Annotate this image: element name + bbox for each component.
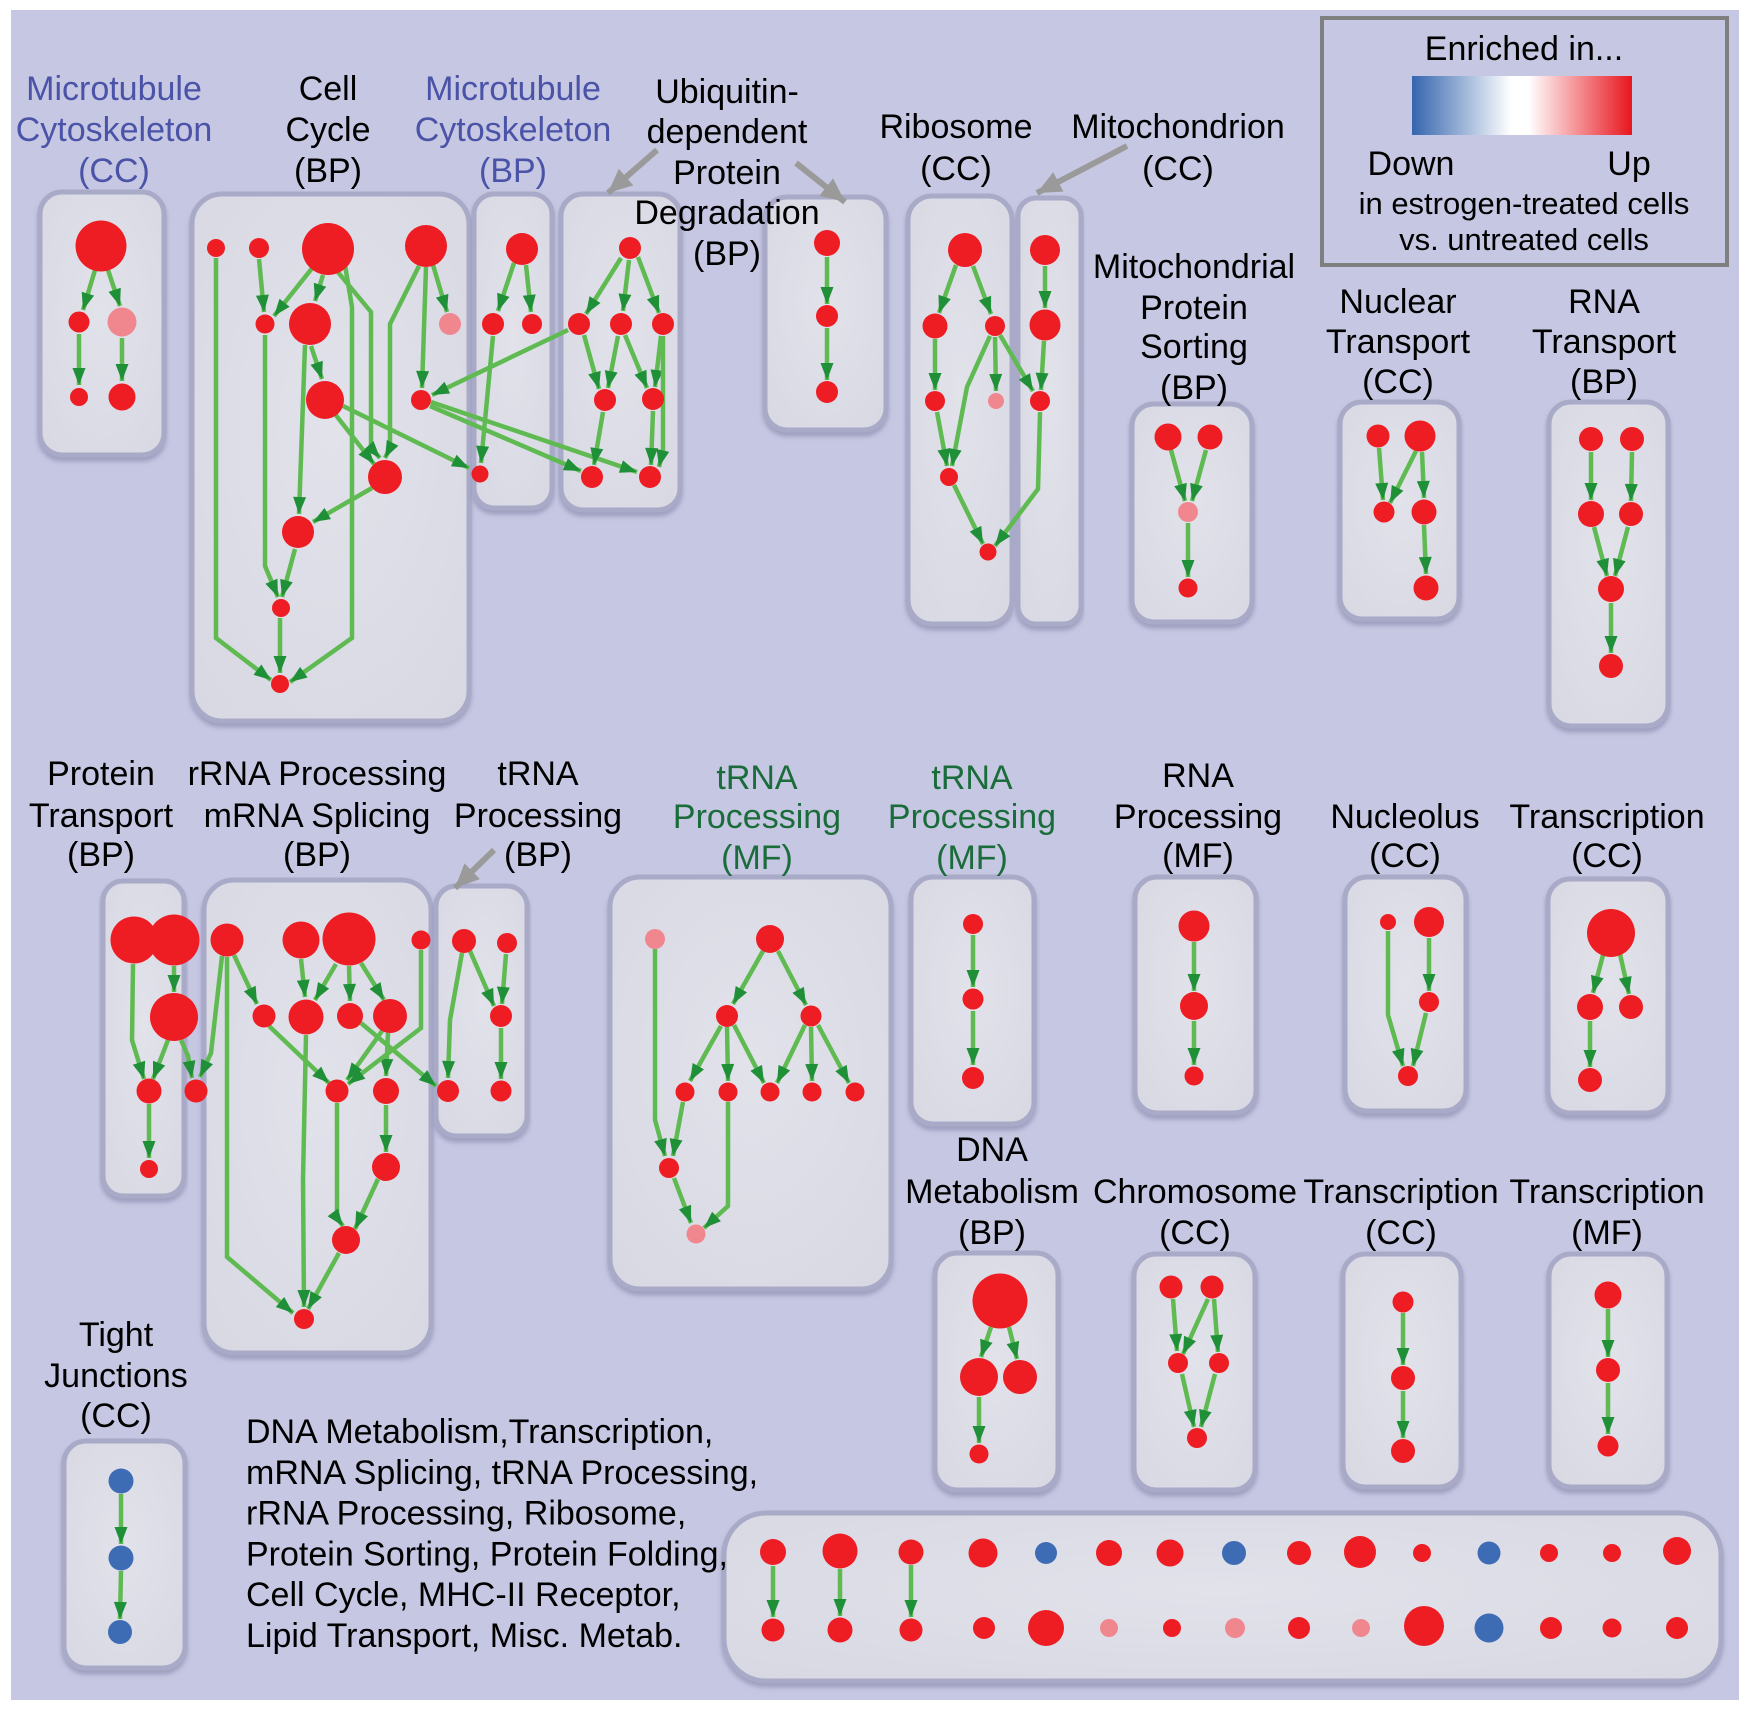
svg-text:Cycle: Cycle (285, 111, 370, 149)
svg-text:(MF): (MF) (721, 839, 793, 877)
svg-text:Transport: Transport (1532, 323, 1677, 361)
svg-text:Mitochondrial: Mitochondrial (1093, 248, 1295, 286)
svg-text:Ubiquitin-: Ubiquitin- (655, 73, 799, 111)
svg-text:Processing: Processing (454, 797, 622, 835)
svg-text:Enriched in...: Enriched in... (1425, 30, 1623, 68)
svg-text:(BP): (BP) (958, 1214, 1026, 1252)
svg-text:Nucleolus: Nucleolus (1330, 798, 1479, 836)
svg-text:Processing: Processing (1114, 798, 1282, 836)
svg-text:Sorting: Sorting (1140, 328, 1248, 366)
svg-text:mRNA Splicing, tRNA Processing: mRNA Splicing, tRNA Processing, (246, 1454, 758, 1492)
svg-text:Cytoskeleton: Cytoskeleton (16, 111, 213, 149)
svg-text:Protein: Protein (673, 154, 781, 192)
svg-text:tRNA: tRNA (716, 759, 798, 797)
svg-text:(CC): (CC) (1362, 363, 1434, 401)
svg-text:in estrogen-treated cells: in estrogen-treated cells (1359, 186, 1690, 221)
svg-text:DNA Metabolism,Transcription,: DNA Metabolism,Transcription, (246, 1413, 713, 1451)
svg-text:vs. untreated cells: vs. untreated cells (1399, 222, 1649, 257)
svg-text:(CC): (CC) (80, 1397, 152, 1435)
svg-text:Up: Up (1607, 145, 1650, 183)
svg-text:(BP): (BP) (283, 836, 351, 874)
svg-text:Degradation: Degradation (634, 194, 819, 232)
svg-text:rRNA Processing, Ribosome,: rRNA Processing, Ribosome, (246, 1495, 686, 1533)
svg-text:Cell: Cell (299, 70, 358, 108)
svg-text:(MF): (MF) (936, 839, 1008, 877)
svg-text:Protein: Protein (47, 755, 155, 793)
svg-text:(CC): (CC) (1159, 1214, 1231, 1252)
svg-text:(MF): (MF) (1571, 1214, 1643, 1252)
svg-text:(CC): (CC) (1369, 837, 1441, 875)
svg-text:(CC): (CC) (920, 150, 992, 188)
svg-text:rRNA Processing: rRNA Processing (188, 755, 447, 793)
svg-text:Cell Cycle, MHC-II Receptor,: Cell Cycle, MHC-II Receptor, (246, 1576, 681, 1614)
svg-text:Junctions: Junctions (44, 1357, 188, 1395)
svg-text:Metabolism: Metabolism (905, 1173, 1079, 1211)
svg-text:(BP): (BP) (67, 836, 135, 874)
svg-text:Transcription: Transcription (1509, 798, 1704, 836)
svg-text:Transport: Transport (1326, 323, 1471, 361)
svg-text:(CC): (CC) (1142, 150, 1214, 188)
svg-text:(CC): (CC) (78, 152, 150, 190)
svg-text:(MF): (MF) (1162, 837, 1234, 875)
svg-text:Ribosome: Ribosome (879, 108, 1032, 146)
svg-text:Protein: Protein (1140, 289, 1248, 327)
svg-text:(BP): (BP) (1160, 369, 1228, 407)
svg-text:Chromosome: Chromosome (1093, 1173, 1297, 1211)
svg-text:(BP): (BP) (1570, 363, 1638, 401)
svg-text:Protein Sorting, Protein Foldi: Protein Sorting, Protein Folding, (246, 1535, 728, 1573)
svg-text:DNA: DNA (956, 1131, 1028, 1169)
svg-text:Nuclear: Nuclear (1339, 283, 1456, 321)
svg-text:(BP): (BP) (294, 152, 362, 190)
svg-text:mRNA Splicing: mRNA Splicing (204, 797, 431, 835)
svg-text:RNA: RNA (1568, 283, 1640, 321)
svg-text:Transport: Transport (29, 797, 174, 835)
svg-text:Microtubule: Microtubule (26, 70, 202, 108)
svg-text:(CC): (CC) (1571, 837, 1643, 875)
svg-text:RNA: RNA (1162, 757, 1234, 795)
svg-text:Down: Down (1368, 145, 1455, 183)
svg-text:Tight: Tight (79, 1316, 154, 1354)
svg-text:Microtubule: Microtubule (425, 70, 601, 108)
svg-text:(BP): (BP) (479, 152, 547, 190)
svg-text:(BP): (BP) (693, 235, 761, 273)
svg-text:Cytoskeleton: Cytoskeleton (415, 111, 612, 149)
svg-text:Processing: Processing (673, 798, 841, 836)
svg-text:Transcription: Transcription (1303, 1173, 1498, 1211)
svg-text:(CC): (CC) (1365, 1214, 1437, 1252)
svg-text:dependent: dependent (647, 113, 808, 151)
svg-text:Transcription: Transcription (1509, 1173, 1704, 1211)
svg-text:Lipid Transport, Misc. Metab.: Lipid Transport, Misc. Metab. (246, 1617, 683, 1655)
svg-text:(BP): (BP) (504, 836, 572, 874)
svg-text:Processing: Processing (888, 798, 1056, 836)
svg-text:Mitochondrion: Mitochondrion (1071, 108, 1285, 146)
svg-text:tRNA: tRNA (497, 755, 579, 793)
svg-text:tRNA: tRNA (931, 759, 1013, 797)
